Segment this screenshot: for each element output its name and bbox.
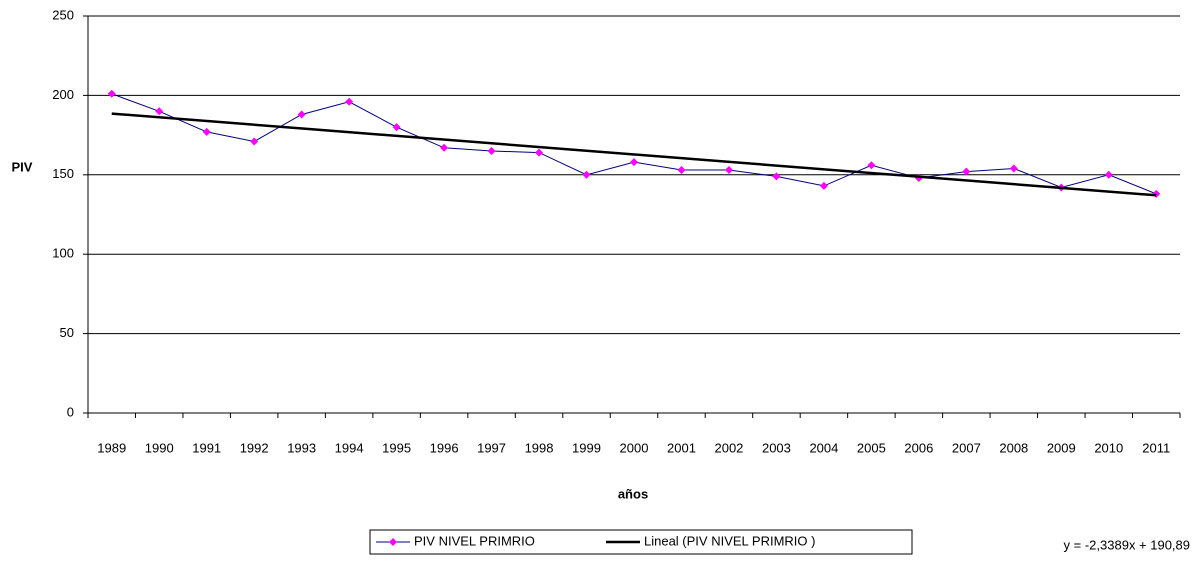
y-axis-label: PIV	[12, 159, 33, 174]
y-tick-label: 0	[67, 404, 74, 419]
x-tick-label: 1997	[477, 440, 506, 455]
marker	[1104, 170, 1113, 179]
marker	[202, 127, 211, 136]
y-tick-label: 150	[52, 166, 74, 181]
marker	[819, 181, 828, 190]
marker	[250, 137, 259, 146]
x-tick-label: 1990	[145, 440, 174, 455]
legend-label: PIV NIVEL PRIMRIO	[414, 533, 535, 548]
x-tick-label: 2003	[762, 440, 791, 455]
x-axis-label: años	[618, 486, 648, 501]
x-tick-label: 1992	[240, 440, 269, 455]
marker	[724, 166, 733, 175]
y-tick-label: 100	[52, 246, 74, 261]
trend-equation: y = -2,3389x + 190,89	[1064, 537, 1190, 552]
x-tick-label: 2010	[1094, 440, 1123, 455]
series-line	[111, 93, 1157, 195]
marker	[772, 172, 781, 181]
x-tick-label: 2009	[1047, 440, 1076, 455]
x-tick-label: 2000	[620, 440, 649, 455]
legend-box	[369, 529, 913, 555]
y-tick-label: 200	[52, 87, 74, 102]
x-tick-label: 1998	[525, 440, 554, 455]
marker	[297, 110, 306, 119]
x-tick-label: 2002	[714, 440, 743, 455]
x-tick-label: 2006	[904, 440, 933, 455]
x-tick-label: 1989	[97, 440, 126, 455]
marker	[630, 158, 638, 167]
x-tick-label: 2001	[667, 440, 696, 455]
x-tick-label: 1993	[287, 440, 316, 455]
trend-line	[111, 112, 1157, 197]
x-tick-label: 2011	[1142, 440, 1170, 455]
x-tick-label: 2008	[999, 440, 1028, 455]
x-tick-label: 2004	[809, 440, 838, 455]
marker	[392, 123, 401, 132]
marker	[345, 97, 354, 106]
x-tick-label: 1995	[382, 440, 411, 455]
marker	[440, 143, 449, 152]
marker	[677, 166, 686, 175]
legend-label: Lineal (PIV NIVEL PRIMRIO )	[644, 533, 815, 548]
x-tick-label: 1994	[335, 440, 364, 455]
marker	[389, 538, 397, 546]
y-tick-label: 250	[52, 7, 74, 22]
marker	[582, 170, 591, 179]
x-tick-label: 1991	[192, 440, 221, 455]
marker	[487, 146, 496, 155]
y-tick-label: 50	[60, 325, 74, 340]
marker	[155, 107, 164, 116]
x-tick-label: 1996	[430, 440, 459, 455]
marker	[867, 161, 876, 170]
marker	[962, 167, 971, 176]
marker	[1009, 164, 1018, 173]
x-tick-label: 2005	[857, 440, 886, 455]
marker	[535, 148, 544, 157]
x-tick-label: 2007	[952, 440, 981, 455]
marker	[107, 89, 116, 98]
x-tick-label: 1999	[572, 440, 601, 455]
